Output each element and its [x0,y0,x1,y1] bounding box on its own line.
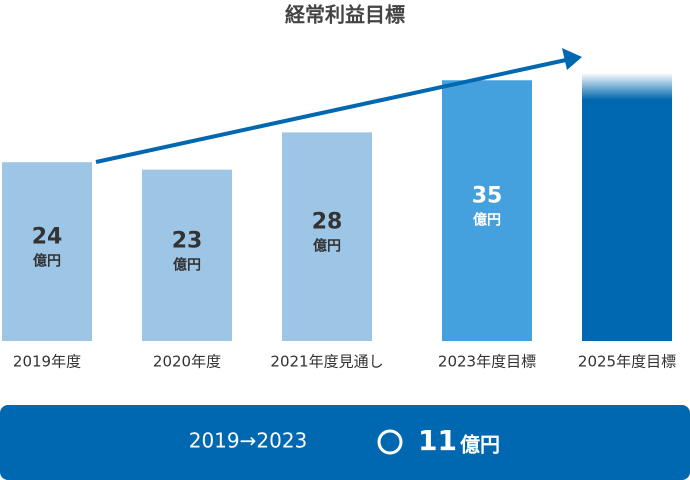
bar [582,72,672,342]
circle-icon [377,429,403,455]
value-unit: 億円 [473,212,501,229]
value-unit: 億円 [313,238,341,255]
value-label: 35 [472,184,503,209]
banner-period: 2019→2023 [189,429,308,453]
chart-title: 経常利益目標 [285,3,405,27]
bar [2,162,92,341]
x-tick-label: 2021年度見通し [270,353,383,371]
value-label: 28 [312,210,343,235]
bar [282,132,372,341]
banner-unit: 億円 [460,433,500,457]
trend-arrow [95,58,567,164]
x-tick-label: 2019年度 [13,353,81,371]
plot: 2019年度 24 億円 2020年度 23 億円 2021年度見通し 28 億円 2023年度目… [2,72,676,371]
value-label: 24 [32,225,63,250]
banner-growth: 11 [418,424,457,457]
x-tick-label: 2020年度 [153,353,221,371]
x-tick-label: 2025年度目標 [578,353,676,371]
bar [142,169,232,341]
bar [442,80,532,341]
value-unit: 億円 [173,256,201,273]
value-label: 23 [172,228,203,253]
x-tick-label: 2023年度目標 [438,353,536,371]
value-unit: 億円 [33,253,61,270]
banner [0,405,690,480]
arrow-head [562,48,582,70]
